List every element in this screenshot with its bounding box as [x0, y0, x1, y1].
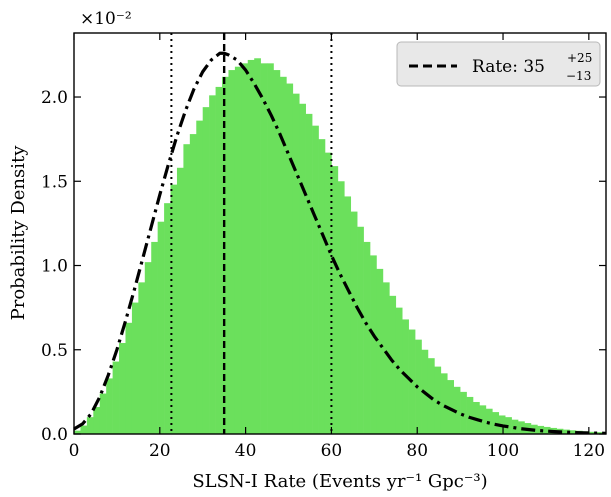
histogram-bar — [93, 407, 101, 434]
y-tick-label: 0.0 — [41, 425, 68, 445]
histogram-bar — [215, 86, 223, 434]
legend-label: Rate: 35 — [472, 57, 545, 77]
histogram-bar — [209, 95, 216, 434]
histogram-bar — [234, 66, 242, 434]
histogram-bar — [74, 430, 81, 434]
histogram-bar — [363, 241, 371, 434]
histogram-bar — [357, 226, 364, 434]
histogram-bar — [318, 139, 326, 434]
histogram-bar — [99, 393, 107, 434]
histogram-bar — [138, 282, 146, 434]
histogram-bar — [440, 373, 448, 434]
histogram-bar — [189, 134, 197, 434]
histogram-bar — [312, 125, 319, 434]
histogram-bar — [543, 426, 551, 434]
histogram-bar — [241, 63, 249, 434]
histogram-bar — [389, 295, 397, 434]
histogram-bar — [157, 221, 165, 434]
x-tick-label: 40 — [235, 441, 257, 461]
histogram-bar — [331, 166, 339, 434]
histogram-bar — [279, 76, 287, 434]
histogram-bar — [196, 120, 204, 434]
x-tick-label: 60 — [321, 441, 343, 461]
histogram-bar — [395, 307, 403, 434]
histogram-bar — [260, 63, 268, 434]
y-tick-label: 1.0 — [41, 257, 68, 277]
histogram-bar — [247, 59, 255, 434]
plot-frame — [73, 32, 607, 435]
histogram-bar — [151, 241, 158, 434]
histogram-bar — [176, 167, 184, 434]
histogram-bar — [595, 432, 603, 434]
histogram-bar — [170, 184, 178, 434]
y-axis-label: Probability Density — [8, 145, 29, 321]
histogram-bar — [202, 107, 210, 434]
histogram-bar — [350, 211, 358, 434]
histogram-bar — [479, 405, 487, 434]
histogram-bar — [569, 430, 577, 434]
x-tick-label: 80 — [406, 441, 428, 461]
legend: Rate: 35 +25 −13 — [396, 41, 601, 87]
histogram-bar — [254, 58, 261, 434]
legend-sup: +25 — [567, 51, 592, 65]
histogram-bar — [344, 196, 352, 434]
scale-multiplier: ×10⁻² — [80, 9, 132, 29]
histogram-bar — [228, 70, 236, 434]
histogram-bar — [86, 417, 94, 434]
histogram-bar — [447, 380, 454, 434]
axis-ticks: 0 20 40 60 80 100 120 0.0 0.5 1.0 1.5 2.0 — [41, 33, 606, 461]
y-tick-label: 2.0 — [41, 88, 68, 108]
histogram-bar — [292, 93, 300, 434]
histogram — [74, 58, 606, 434]
histogram-bar — [434, 366, 442, 434]
histogram-bar — [337, 181, 345, 434]
y-tick-label: 1.5 — [41, 172, 68, 192]
fit-curve — [74, 51, 606, 434]
histogram-bar — [460, 391, 467, 434]
histogram-bar — [370, 255, 377, 434]
histogram-bar — [563, 429, 570, 434]
x-tick-label: 120 — [573, 441, 605, 461]
y-tick-label: 0.5 — [41, 341, 68, 361]
histogram-bar — [466, 396, 474, 434]
histogram-bar — [588, 431, 596, 434]
histogram-bar — [106, 378, 113, 434]
histogram-bar — [299, 103, 306, 434]
reference-lines — [170, 33, 333, 434]
histogram-bar — [267, 63, 274, 434]
histogram-bar — [131, 302, 139, 434]
legend-sub: −13 — [566, 69, 591, 83]
histogram-bar — [80, 425, 88, 434]
x-tick-label: 0 — [69, 441, 80, 461]
fit-curve-layer — [74, 51, 606, 434]
legend-box — [396, 41, 601, 87]
histogram-bar — [164, 203, 171, 434]
legend-label-main: Rate: 35 — [472, 57, 545, 77]
histogram-bar — [382, 282, 390, 434]
histogram-bar — [286, 83, 294, 434]
histogram-bar — [112, 361, 120, 434]
histogram-bar — [222, 76, 229, 434]
x-tick-label: 20 — [149, 441, 171, 461]
histogram-bar — [305, 113, 313, 434]
histogram-bar — [144, 262, 152, 434]
histogram-bar — [324, 152, 332, 434]
histogram-bar — [119, 343, 126, 434]
histogram-bar — [376, 268, 384, 434]
x-axis-label: SLSN-I Rate (Events yr⁻¹ Gpc⁻³) — [192, 471, 487, 492]
histogram-bar — [183, 144, 191, 434]
x-tick-label: 100 — [487, 441, 519, 461]
histogram-bar — [125, 322, 133, 434]
histogram-bar — [453, 386, 461, 434]
histogram-bar — [273, 70, 281, 434]
